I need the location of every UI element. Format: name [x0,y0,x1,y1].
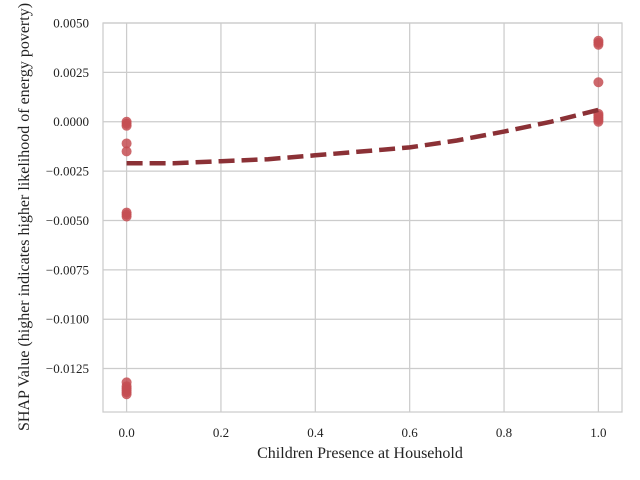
data-point [121,389,132,400]
data-point [593,116,604,127]
y-tick-label: 0.0000 [53,114,89,129]
data-point [121,138,132,149]
y-axis-label: SHAP Value (higher indicates higher like… [16,3,33,431]
data-point [121,120,132,131]
x-tick-label: 1.0 [590,425,606,440]
data-points [121,35,604,400]
x-tick-labels: 0.0 0.2 0.4 0.6 0.8 1.0 [118,425,606,440]
y-tick-label: 0.0025 [53,65,89,80]
y-tick-label: −0.0125 [46,361,89,376]
grid-lines [103,22,622,412]
plot-frame [102,22,623,413]
x-axis-label: Children Presence at Household [257,445,463,462]
data-point [593,39,604,50]
y-tick-label: 0.0050 [53,16,89,31]
plot-background [103,23,622,412]
y-tick-label: −0.0100 [46,312,89,327]
x-tick-label: 0.0 [118,425,134,440]
x-tick-label: 0.6 [402,425,419,440]
y-tick-labels: 0.0050 0.0025 0.0000 −0.0025 −0.0050 −0.0075 −… [46,16,89,377]
data-point [121,211,132,222]
x-tick-label: 0.8 [496,425,512,440]
y-tick-label: −0.0075 [46,262,89,277]
trend-line [126,107,599,166]
data-point [121,146,132,157]
y-tick-label: −0.0050 [46,213,89,228]
data-point [593,77,604,88]
x-tick-label: 0.2 [213,425,229,440]
x-tick-label: 0.4 [307,425,324,440]
y-tick-label: −0.0025 [46,164,89,179]
